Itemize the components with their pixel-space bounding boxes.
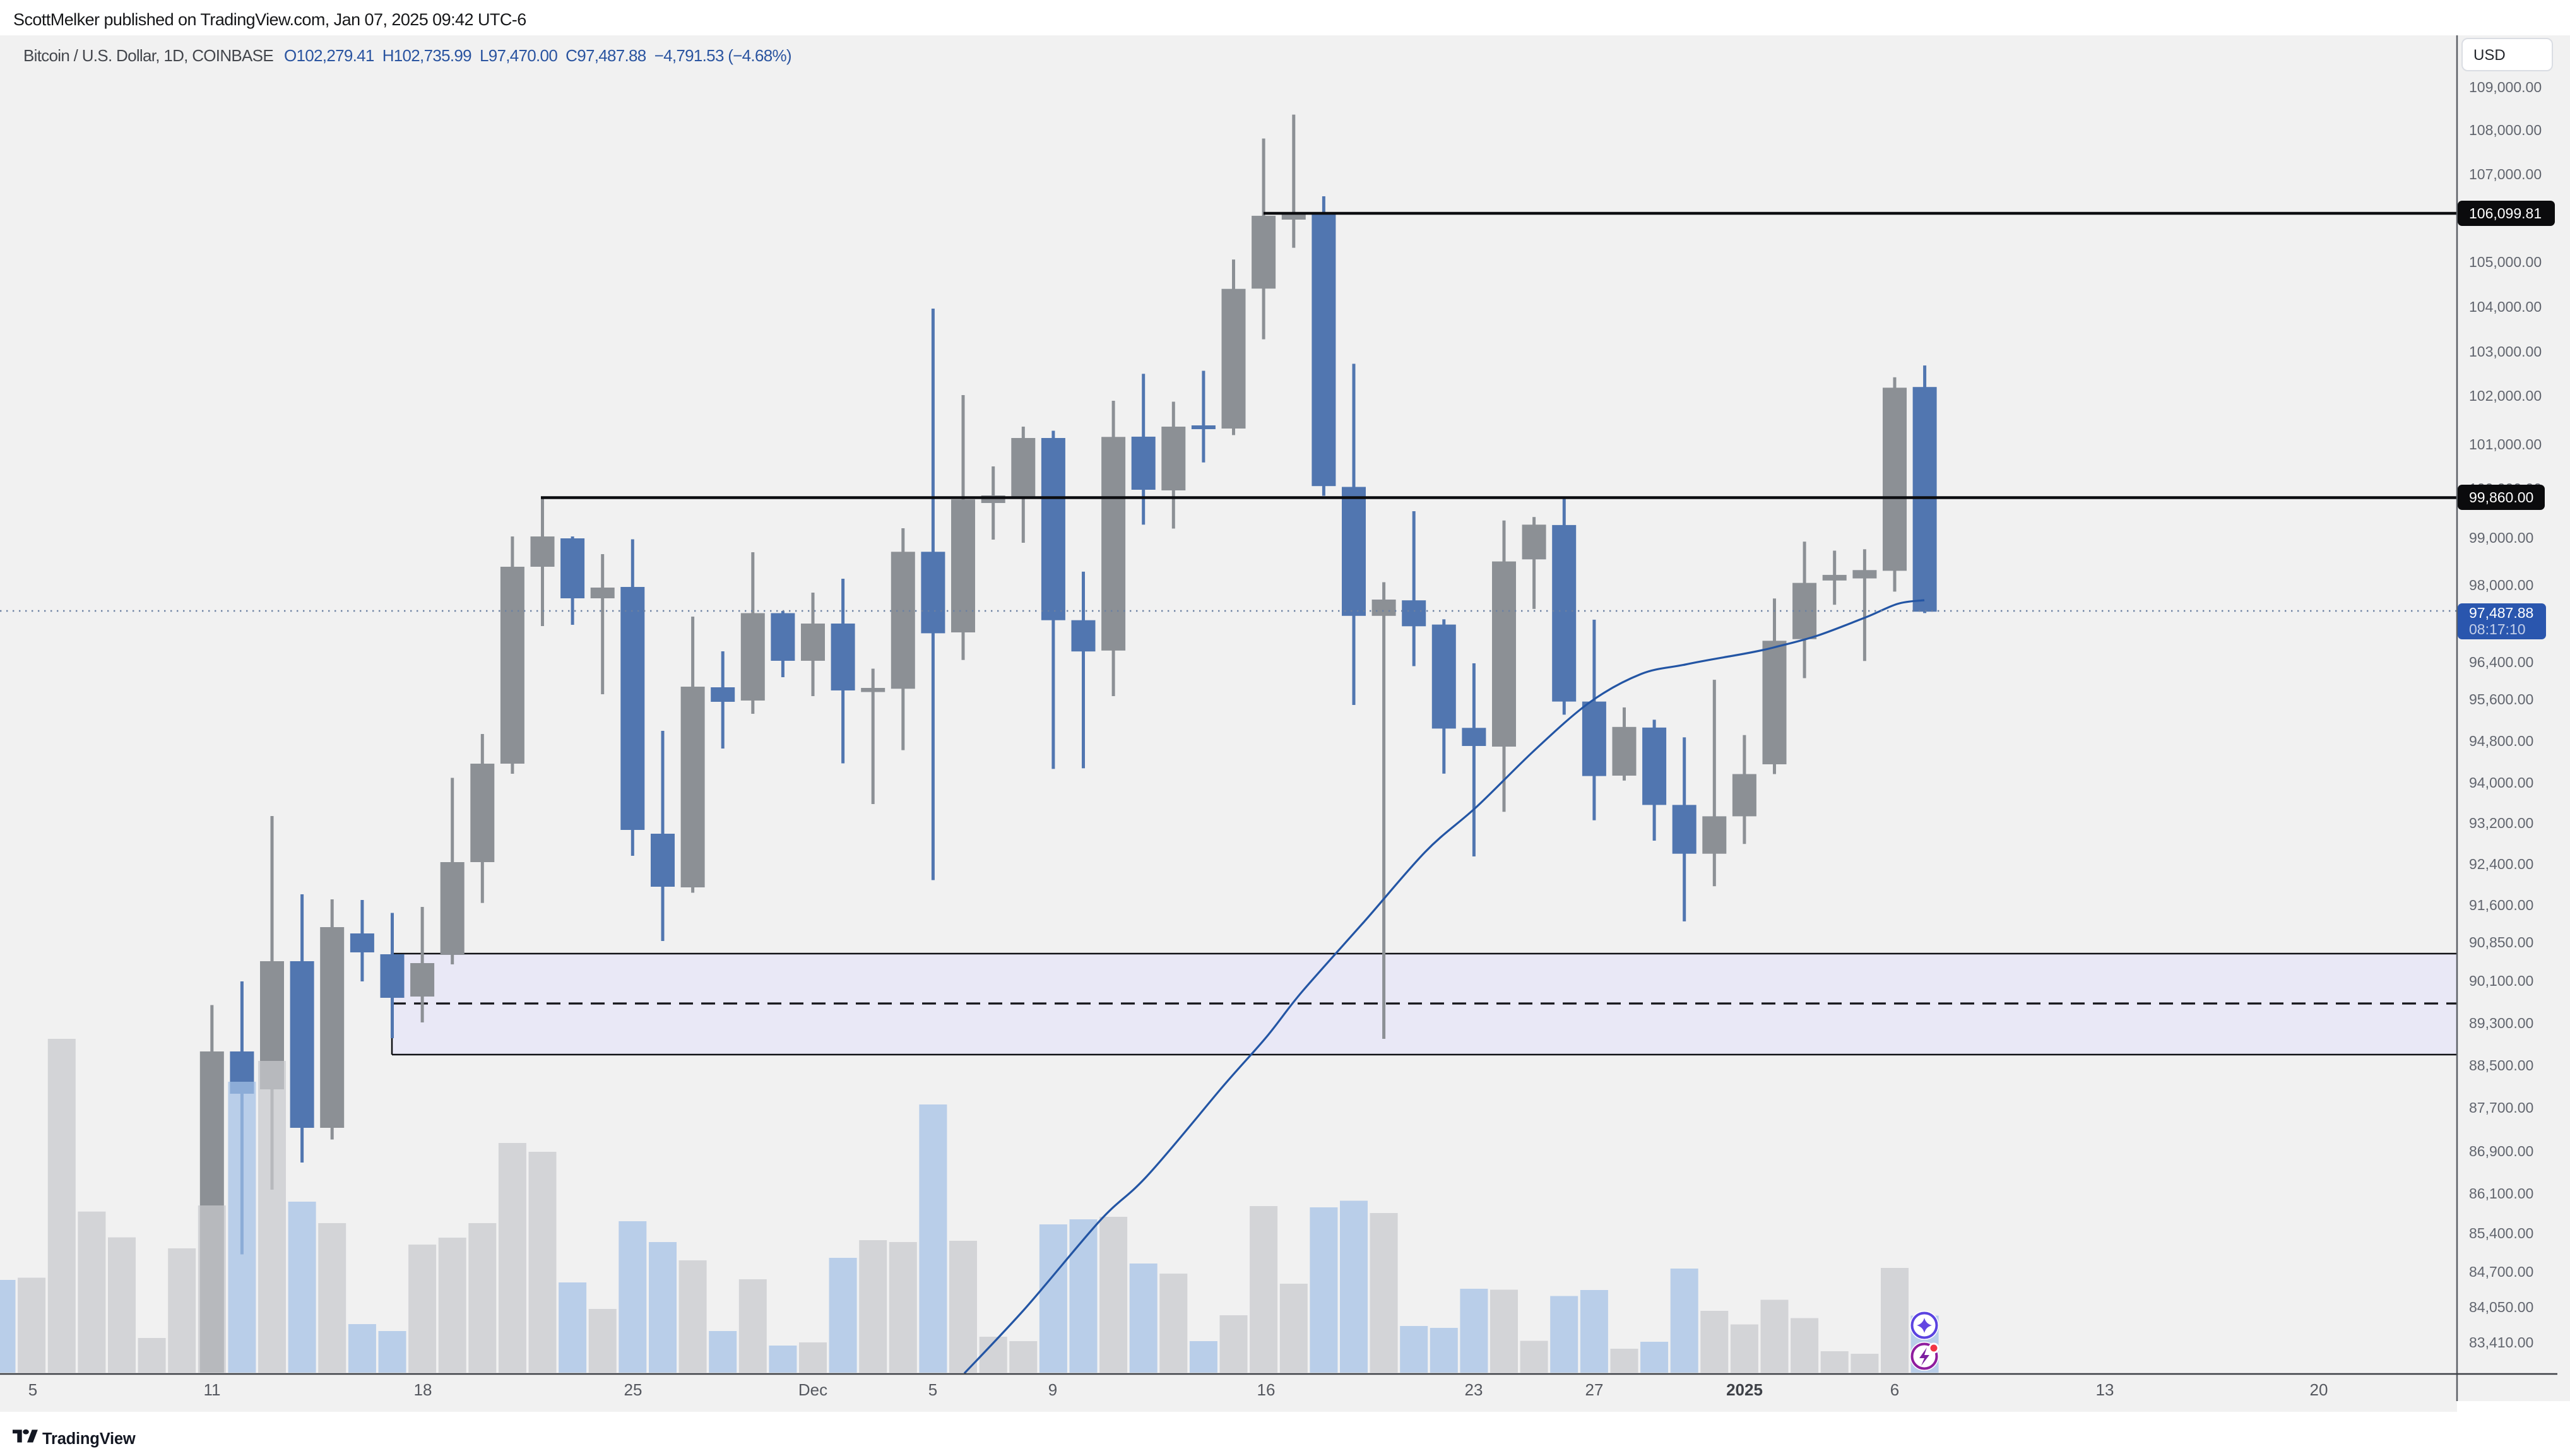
- svg-text:90,100.00: 90,100.00: [2469, 973, 2533, 989]
- svg-text:91,600.00: 91,600.00: [2469, 897, 2533, 913]
- svg-text:97,487.88: 97,487.88: [2469, 605, 2533, 621]
- svg-text:96,400.00: 96,400.00: [2469, 654, 2533, 670]
- svg-text:9: 9: [1048, 1380, 1057, 1399]
- svg-text:11: 11: [204, 1380, 221, 1399]
- svg-text:5: 5: [28, 1380, 37, 1399]
- svg-text:98,000.00: 98,000.00: [2469, 577, 2533, 593]
- svg-text:99,000.00: 99,000.00: [2469, 530, 2533, 546]
- svg-text:93,200.00: 93,200.00: [2469, 815, 2533, 831]
- svg-text:Dec: Dec: [798, 1380, 827, 1399]
- svg-text:18: 18: [414, 1380, 432, 1399]
- svg-text:83,410.00: 83,410.00: [2469, 1334, 2533, 1351]
- svg-text:89,300.00: 89,300.00: [2469, 1015, 2533, 1031]
- svg-text:TradingView: TradingView: [42, 1430, 136, 1448]
- svg-text:99,860.00: 99,860.00: [2469, 489, 2533, 506]
- svg-text:ScottMelker published on Tradi: ScottMelker published on TradingView.com…: [13, 10, 526, 29]
- svg-text:88,500.00: 88,500.00: [2469, 1057, 2533, 1074]
- svg-text:84,700.00: 84,700.00: [2469, 1264, 2533, 1280]
- svg-text:USD: USD: [2473, 47, 2506, 64]
- svg-text:25: 25: [624, 1380, 642, 1399]
- svg-text:16: 16: [1257, 1380, 1276, 1399]
- svg-text:08:17:10: 08:17:10: [2469, 621, 2526, 637]
- svg-text:101,000.00: 101,000.00: [2469, 436, 2542, 453]
- svg-text:85,400.00: 85,400.00: [2469, 1225, 2533, 1241]
- svg-text:103,000.00: 103,000.00: [2469, 343, 2542, 360]
- svg-text:105,000.00: 105,000.00: [2469, 254, 2542, 270]
- svg-text:23: 23: [1465, 1380, 1483, 1399]
- svg-text:5: 5: [928, 1380, 937, 1399]
- svg-text:87,700.00: 87,700.00: [2469, 1099, 2533, 1116]
- svg-text:108,000.00: 108,000.00: [2469, 122, 2542, 138]
- svg-text:102,000.00: 102,000.00: [2469, 388, 2542, 404]
- svg-text:13: 13: [2096, 1380, 2114, 1399]
- svg-text:107,000.00: 107,000.00: [2469, 166, 2542, 182]
- svg-text:O102,279.41 H102,735.99 L97,: O102,279.41 H102,735.99 L97,470.00 C97,4…: [284, 46, 791, 65]
- svg-text:104,000.00: 104,000.00: [2469, 299, 2542, 315]
- svg-text:94,800.00: 94,800.00: [2469, 733, 2533, 749]
- svg-text:6: 6: [1890, 1380, 1899, 1399]
- svg-text:90,850.00: 90,850.00: [2469, 934, 2533, 950]
- svg-text:Bitcoin / U.S. Dollar, 1D, COI: Bitcoin / U.S. Dollar, 1D, COINBASE: [23, 46, 273, 65]
- svg-text:106,099.81: 106,099.81: [2469, 205, 2542, 222]
- svg-text:86,100.00: 86,100.00: [2469, 1185, 2533, 1202]
- svg-text:94,000.00: 94,000.00: [2469, 774, 2533, 791]
- svg-text:92,400.00: 92,400.00: [2469, 856, 2533, 872]
- svg-text:86,900.00: 86,900.00: [2469, 1143, 2533, 1159]
- svg-text:109,000.00: 109,000.00: [2469, 79, 2542, 95]
- svg-text:95,600.00: 95,600.00: [2469, 691, 2533, 707]
- svg-text:27: 27: [1585, 1380, 1604, 1399]
- svg-text:84,050.00: 84,050.00: [2469, 1299, 2533, 1315]
- svg-text:20: 20: [2310, 1380, 2328, 1399]
- svg-text:2025: 2025: [1726, 1380, 1763, 1399]
